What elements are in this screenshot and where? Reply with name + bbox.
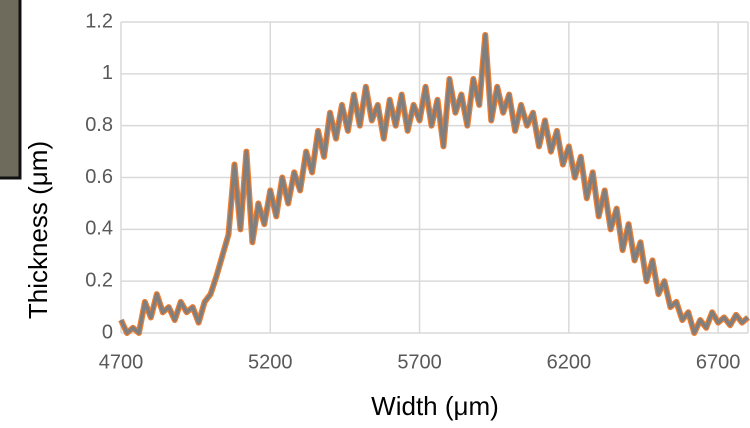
line-outline bbox=[118, 31, 750, 336]
x-tick-label: 5200 bbox=[248, 351, 293, 373]
x-tick-label: 6200 bbox=[547, 351, 592, 373]
x-tick-label: 6700 bbox=[696, 351, 741, 373]
x-tick-label: 4700 bbox=[99, 351, 144, 373]
line bbox=[119, 33, 750, 335]
x-axis-title: Width (μm) bbox=[371, 391, 499, 421]
y-tick-label: 0 bbox=[102, 321, 113, 343]
y-tick-label: 1 bbox=[102, 62, 113, 84]
x-tick-label: 5700 bbox=[397, 351, 442, 373]
y-tick-label: 0.6 bbox=[85, 166, 113, 188]
y-tick-label: 0.4 bbox=[85, 218, 113, 240]
y-tick-label: 0.2 bbox=[85, 269, 113, 291]
y-tick-label: 0.8 bbox=[85, 114, 113, 136]
y-tick-label: 1.2 bbox=[85, 10, 113, 32]
y-axis-title: Thickness (μm) bbox=[23, 141, 53, 319]
inset-photo bbox=[0, 0, 22, 180]
